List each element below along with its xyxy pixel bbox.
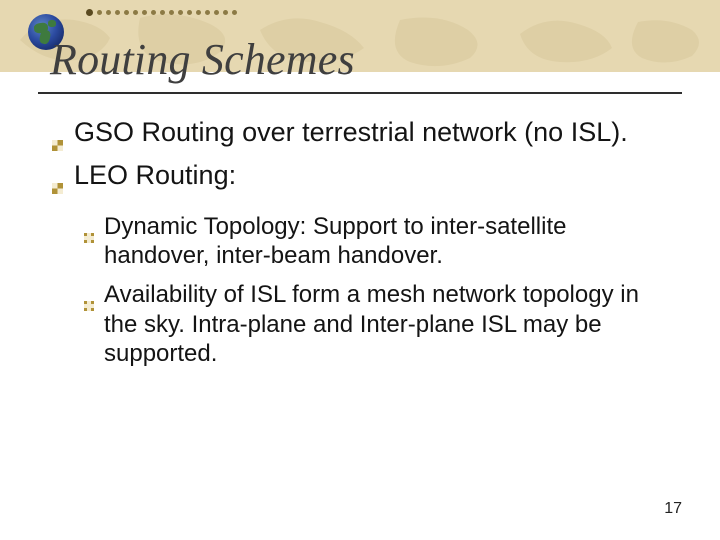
title-underline — [38, 92, 682, 94]
page-number: 17 — [664, 500, 682, 518]
bullet-level1: LEO Routing: — [74, 159, 664, 192]
bullet-icon — [84, 289, 94, 299]
bullet-level2: Dynamic Topology: Support to inter-satel… — [104, 212, 664, 271]
bullet-icon — [52, 126, 63, 137]
decorative-dots — [86, 10, 237, 16]
bullet-text: LEO Routing: — [74, 160, 236, 190]
bullet-text: GSO Routing over terrestrial network (no… — [74, 117, 628, 147]
bullet-text: Dynamic Topology: Support to inter-satel… — [104, 213, 566, 269]
sub-bullets: Dynamic Topology: Support to inter-satel… — [104, 212, 664, 368]
content-area: GSO Routing over terrestrial network (no… — [74, 116, 664, 378]
slide-title: Routing Schemes — [50, 34, 355, 85]
bullet-text: Availability of ISL form a mesh network … — [104, 281, 639, 367]
bullet-icon — [84, 221, 94, 231]
bullet-level2: Availability of ISL form a mesh network … — [104, 280, 664, 368]
bullet-level1: GSO Routing over terrestrial network (no… — [74, 116, 664, 149]
bullet-icon — [52, 169, 63, 180]
